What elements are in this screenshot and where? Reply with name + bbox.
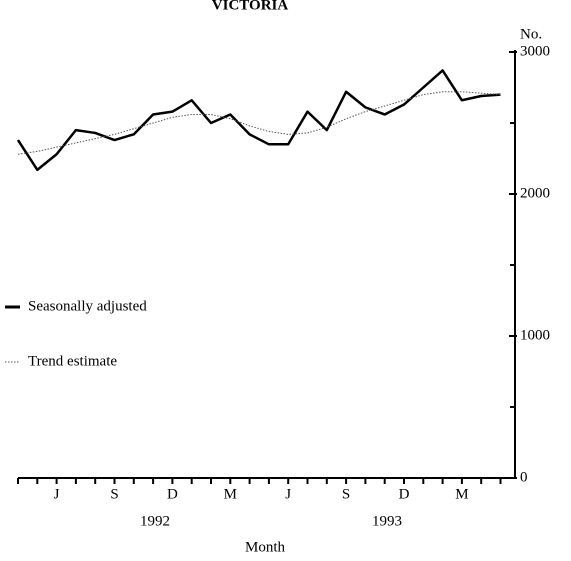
year-label: 1992 — [140, 513, 170, 529]
y-tick-label: 3000 — [520, 43, 550, 59]
series-line — [16, 69, 501, 172]
chart-title: VICTORIA — [212, 0, 289, 13]
x-tick-label: D — [399, 486, 410, 502]
y-axis-label: No. — [520, 26, 542, 42]
x-tick-label: S — [342, 486, 350, 502]
x-tick-label: S — [110, 486, 118, 502]
legend-label: Trend estimate — [28, 353, 117, 369]
x-tick-label: J — [54, 486, 60, 502]
trend-line — [17, 91, 501, 155]
y-tick-label: 0 — [520, 469, 528, 485]
x-axis-label: Month — [245, 539, 286, 555]
y-tick-label: 2000 — [520, 185, 550, 201]
x-tick-label: D — [167, 486, 178, 502]
legend-label: Seasonally adjusted — [28, 298, 147, 314]
x-tick-label: M — [455, 486, 468, 502]
y-tick-label: 1000 — [520, 327, 550, 343]
year-label: 1993 — [372, 513, 402, 529]
x-tick-label: M — [224, 486, 237, 502]
x-tick-label: J — [285, 486, 291, 502]
